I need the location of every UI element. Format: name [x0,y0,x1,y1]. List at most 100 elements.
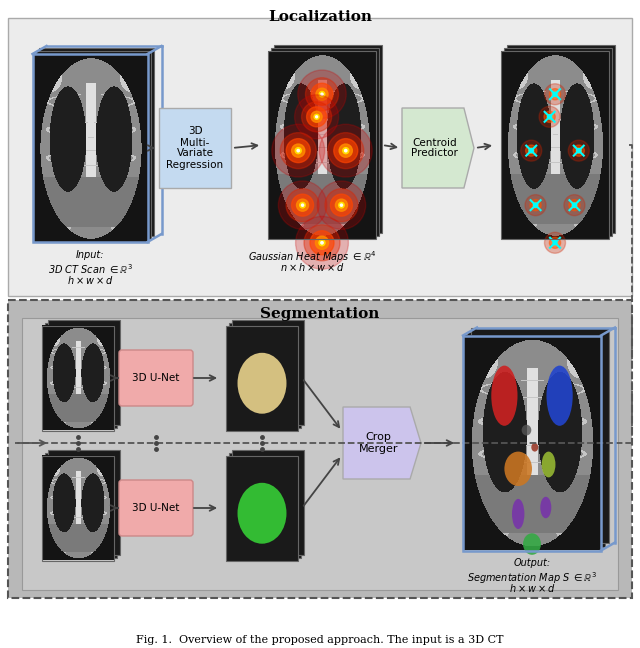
Circle shape [317,181,365,229]
Circle shape [321,242,323,244]
FancyBboxPatch shape [8,18,632,296]
Circle shape [321,93,323,95]
Circle shape [334,139,358,163]
Circle shape [295,148,301,154]
FancyBboxPatch shape [229,452,301,557]
Text: Segmentation Map S $\in \mathbb{R}^3$: Segmentation Map S $\in \mathbb{R}^3$ [467,570,597,586]
Circle shape [314,114,319,119]
Ellipse shape [547,365,573,426]
Text: $n \times h \times w \times d$: $n \times h \times w \times d$ [280,261,344,273]
Circle shape [280,133,316,168]
Circle shape [301,204,303,206]
Circle shape [319,91,324,97]
Ellipse shape [540,497,551,518]
Polygon shape [402,108,474,188]
Circle shape [304,225,340,260]
Text: Variate: Variate [177,148,214,159]
Circle shape [534,203,538,207]
FancyBboxPatch shape [226,325,298,430]
Circle shape [330,194,353,216]
Circle shape [278,181,327,229]
Circle shape [549,237,561,248]
Circle shape [548,115,552,119]
Text: 3D: 3D [188,126,202,137]
Text: $h \times w \times d$: $h \times w \times d$ [67,274,113,286]
FancyBboxPatch shape [504,48,612,236]
Ellipse shape [522,424,531,435]
FancyBboxPatch shape [22,318,618,590]
Circle shape [568,140,589,161]
Circle shape [328,133,364,168]
Circle shape [547,114,552,119]
Circle shape [319,240,325,246]
Text: 3D U-Net: 3D U-Net [132,503,180,513]
FancyBboxPatch shape [38,48,154,236]
Circle shape [569,200,580,211]
Circle shape [530,200,541,211]
Text: Regression: Regression [166,159,223,170]
Circle shape [296,216,348,269]
Circle shape [545,232,566,253]
Circle shape [343,148,349,154]
FancyBboxPatch shape [232,319,304,424]
Text: $h \times w \times d$: $h \times w \times d$ [509,583,555,594]
FancyBboxPatch shape [45,452,117,557]
Circle shape [301,102,332,132]
Circle shape [572,203,577,207]
Circle shape [310,231,334,255]
Circle shape [325,189,358,222]
Text: Fig. 1.  Overview of the proposed approach. The input is a 3D CT: Fig. 1. Overview of the proposed approac… [136,635,504,645]
Circle shape [300,202,305,208]
Circle shape [577,148,580,153]
Ellipse shape [512,499,524,529]
Circle shape [552,92,557,97]
FancyBboxPatch shape [471,327,609,542]
Ellipse shape [523,533,541,555]
FancyBboxPatch shape [467,332,605,546]
Text: Multi-: Multi- [180,137,210,148]
Circle shape [545,84,566,105]
FancyBboxPatch shape [226,456,298,561]
Circle shape [529,148,534,153]
Circle shape [340,204,342,206]
Text: Localization: Localization [268,10,372,24]
Circle shape [286,189,319,222]
Text: Output:: Output: [513,559,550,568]
Circle shape [339,144,353,157]
Text: 3D U-Net: 3D U-Net [132,373,180,383]
Text: Segmentation: Segmentation [260,307,380,321]
Text: Gaussian Heat Maps $\in \mathbb{R}^4$: Gaussian Heat Maps $\in \mathbb{R}^4$ [248,249,376,265]
Text: Merger: Merger [358,443,398,454]
Circle shape [525,145,537,156]
FancyBboxPatch shape [48,319,120,424]
Ellipse shape [541,452,556,478]
Ellipse shape [531,443,538,452]
Circle shape [552,240,557,245]
FancyBboxPatch shape [271,48,379,236]
Circle shape [292,144,305,157]
Circle shape [533,203,538,207]
Circle shape [549,89,561,100]
FancyBboxPatch shape [119,480,193,536]
Circle shape [544,111,556,122]
Circle shape [272,124,324,177]
Circle shape [298,70,346,119]
Circle shape [573,145,584,156]
Ellipse shape [492,365,518,426]
Circle shape [521,140,541,161]
Circle shape [339,202,344,208]
Circle shape [553,241,557,245]
Text: Predictor: Predictor [412,148,458,159]
Text: Centroid: Centroid [412,137,457,148]
FancyBboxPatch shape [119,350,193,406]
FancyBboxPatch shape [507,45,615,233]
FancyBboxPatch shape [159,108,231,188]
Circle shape [297,150,300,152]
Circle shape [553,92,557,97]
FancyBboxPatch shape [229,323,301,428]
FancyBboxPatch shape [274,45,382,233]
Circle shape [292,194,314,216]
FancyBboxPatch shape [8,300,632,598]
Circle shape [307,107,326,127]
Text: 3D CT Scan $\in \mathbb{R}^3$: 3D CT Scan $\in \mathbb{R}^3$ [47,262,132,276]
